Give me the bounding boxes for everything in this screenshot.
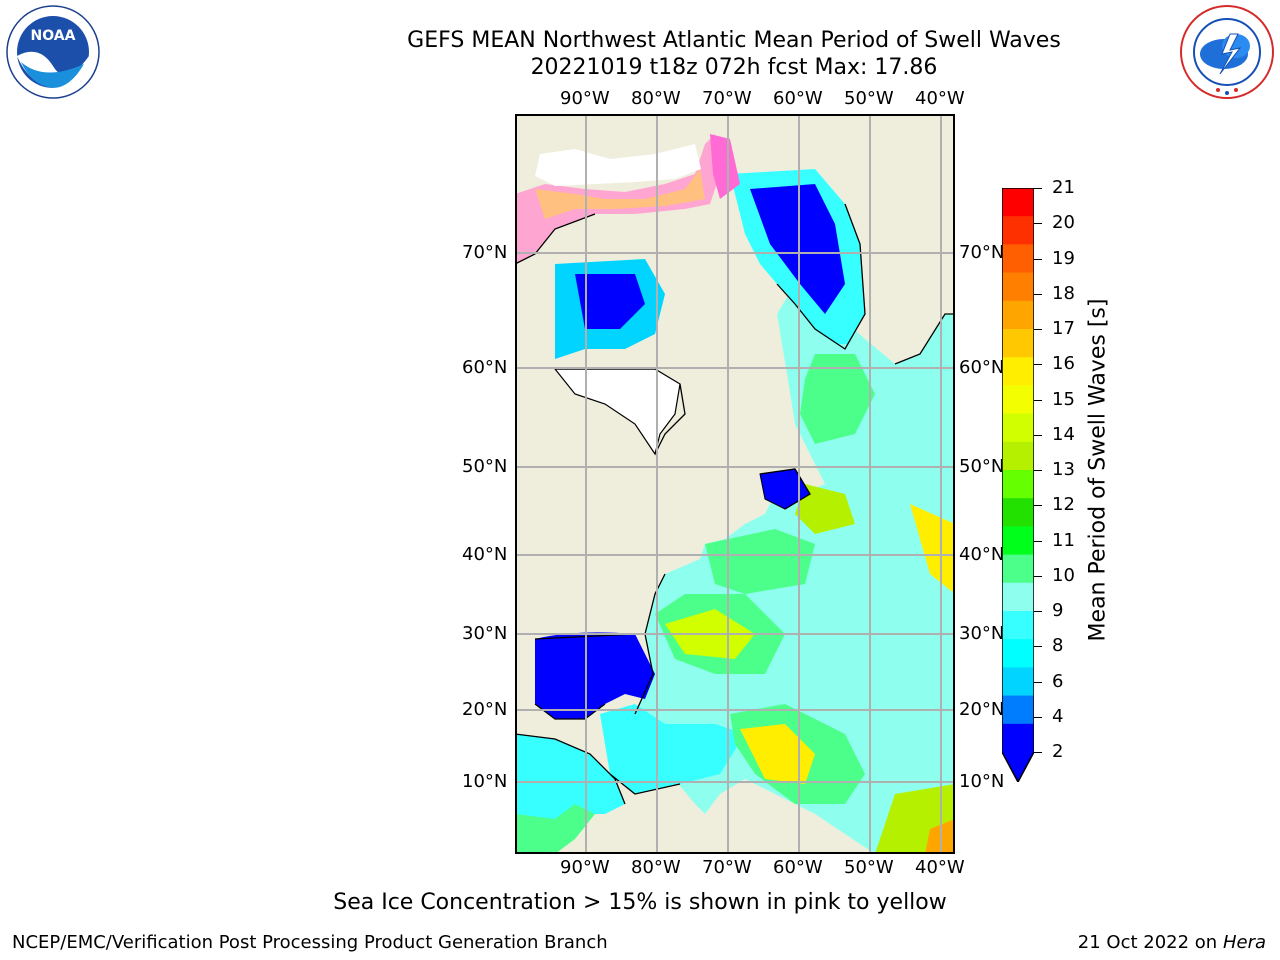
colorbar-tick-mark bbox=[1034, 399, 1042, 401]
host-name: Hera bbox=[1222, 932, 1266, 953]
nws-logo bbox=[1180, 5, 1274, 99]
colorbar-tick-mark bbox=[1034, 681, 1042, 683]
colorbar-tick-label: 16 bbox=[1052, 353, 1075, 375]
lat-label-left: 20°N bbox=[462, 699, 508, 720]
lon-label-bottom: 60°W bbox=[773, 857, 823, 878]
gulf-of-mexico bbox=[535, 632, 655, 719]
colorbar-tick-label: 9 bbox=[1052, 600, 1064, 621]
colorbar-tick-label: 8 bbox=[1052, 635, 1064, 657]
lon-label-top: 70°W bbox=[702, 88, 752, 109]
colorbar-tick-mark bbox=[1034, 434, 1042, 436]
colorbar-bin bbox=[1002, 216, 1034, 245]
colorbar-bin bbox=[1002, 329, 1034, 358]
lat-label-right: 50°N bbox=[959, 456, 1005, 477]
colorbar-extend-triangle bbox=[1002, 752, 1034, 782]
colorbar-tick-label: 21 bbox=[1052, 177, 1075, 198]
colorbar-tick-mark bbox=[1034, 575, 1042, 577]
colorbar-tick-mark bbox=[1034, 364, 1042, 366]
lon-label-bottom: 80°W bbox=[631, 857, 681, 878]
lat-label-left: 10°N bbox=[462, 771, 508, 792]
colorbar-tick-label: 10 bbox=[1052, 564, 1075, 586]
colorbar-tick-mark bbox=[1034, 646, 1042, 648]
colorbar-tick-label: 17 bbox=[1052, 318, 1075, 339]
lat-label-right: 30°N bbox=[959, 623, 1005, 644]
caribbean-sea bbox=[600, 704, 745, 794]
colorbar-bin bbox=[1002, 723, 1034, 753]
colorbar-bin bbox=[1002, 470, 1034, 499]
colorbar-tick-mark bbox=[1034, 329, 1042, 330]
colorbar bbox=[1002, 188, 1034, 782]
noaa-logo: NOAA bbox=[6, 5, 100, 99]
colorbar-tick-label: 15 bbox=[1052, 388, 1075, 410]
colorbar-bin bbox=[1002, 300, 1034, 330]
colorbar-tick-mark bbox=[1034, 716, 1042, 718]
colorbar-bin bbox=[1002, 639, 1034, 668]
colorbar-tick-mark bbox=[1034, 223, 1042, 225]
generation-date: 21 Oct 2022 on Hera bbox=[1078, 932, 1266, 953]
colorbar-bin bbox=[1002, 244, 1034, 274]
colorbar-bin bbox=[1002, 357, 1034, 386]
colorbar-tick-label: 19 bbox=[1052, 247, 1075, 269]
colorbar-label: Mean Period of Swell Waves [s] bbox=[1085, 298, 1111, 642]
noaa-logo-text: NOAA bbox=[31, 28, 76, 44]
colorbar-tick-mark bbox=[1034, 540, 1042, 542]
colorbar-bin bbox=[1002, 413, 1034, 443]
colorbar-tick-mark bbox=[1034, 470, 1042, 471]
colorbar-bin bbox=[1002, 695, 1034, 725]
lat-label-right: 10°N bbox=[959, 771, 1005, 792]
colorbar-tick-mark bbox=[1034, 611, 1042, 612]
lat-label-left: 60°N bbox=[462, 357, 508, 378]
map-canvas bbox=[514, 114, 955, 854]
lat-label-right: 60°N bbox=[959, 357, 1005, 378]
producer-credit: NCEP/EMC/Verification Post Processing Pr… bbox=[12, 932, 608, 953]
colorbar-tick-mark bbox=[1034, 188, 1042, 189]
lat-label-left: 40°N bbox=[462, 544, 508, 565]
map-frame bbox=[515, 114, 955, 854]
chart-subtitle: 20221019 t18z 072h fcst Max: 17.86 bbox=[530, 55, 938, 80]
lon-label-top: 60°W bbox=[773, 88, 823, 109]
colorbar-tick-mark bbox=[1034, 258, 1042, 260]
chart-title: GEFS MEAN Northwest Atlantic Mean Period… bbox=[407, 28, 1061, 53]
lat-label-right: 20°N bbox=[959, 699, 1005, 720]
colorbar-bin bbox=[1002, 498, 1034, 527]
colorbar-tick-label: 4 bbox=[1052, 705, 1064, 727]
graticule bbox=[515, 114, 955, 854]
colorbar-bin bbox=[1002, 611, 1034, 640]
lat-label-left: 70°N bbox=[462, 242, 508, 263]
lon-label-top: 80°W bbox=[631, 88, 681, 109]
colorbar-bin bbox=[1002, 272, 1034, 302]
colorbar-bin bbox=[1002, 441, 1034, 471]
lon-label-bottom: 70°W bbox=[702, 857, 752, 878]
lon-label-bottom: 40°W bbox=[915, 857, 965, 878]
colorbar-tick-label: 6 bbox=[1052, 670, 1064, 692]
lon-label-top: 90°W bbox=[560, 88, 610, 109]
colorbar-bin bbox=[1002, 526, 1034, 556]
colorbar-tick-label: 18 bbox=[1052, 282, 1075, 304]
lon-label-top: 50°W bbox=[844, 88, 894, 109]
colorbar-bin bbox=[1002, 554, 1034, 584]
colorbar-bin bbox=[1002, 667, 1034, 697]
colorbar-tick-mark bbox=[1034, 752, 1042, 753]
lat-label-left: 50°N bbox=[462, 456, 508, 477]
lat-label-right: 40°N bbox=[959, 544, 1005, 565]
lon-label-top: 40°W bbox=[915, 88, 965, 109]
lon-label-bottom: 90°W bbox=[560, 857, 610, 878]
colorbar-tick-label: 11 bbox=[1052, 529, 1075, 551]
colorbar-tick-label: 2 bbox=[1052, 741, 1064, 762]
generation-date-text: 21 Oct 2022 on bbox=[1077, 932, 1223, 953]
colorbar-tick-label: 20 bbox=[1052, 212, 1075, 234]
colorbar-tick-label: 12 bbox=[1052, 494, 1075, 516]
colorbar-bin bbox=[1002, 385, 1034, 415]
colorbar-tick-mark bbox=[1034, 293, 1042, 295]
colorbar-bin bbox=[1002, 188, 1034, 217]
lon-label-bottom: 50°W bbox=[844, 857, 894, 878]
colorbar-tick-mark bbox=[1034, 505, 1042, 507]
lat-label-left: 30°N bbox=[462, 623, 508, 644]
colorbar-bin bbox=[1002, 582, 1034, 612]
colorbar-tick-label: 13 bbox=[1052, 459, 1075, 480]
swell-period-map bbox=[514, 114, 955, 854]
lat-label-right: 70°N bbox=[959, 242, 1005, 263]
sea-ice-note: Sea Ice Concentration > 15% is shown in … bbox=[333, 890, 947, 915]
colorbar-tick-label: 14 bbox=[1052, 423, 1075, 445]
